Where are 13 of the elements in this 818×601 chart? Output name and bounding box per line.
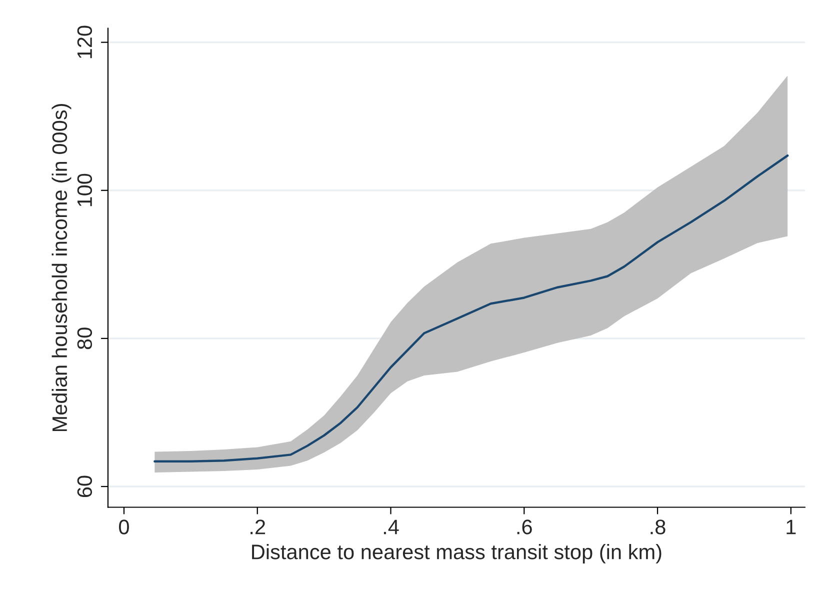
y-tick-label: 100 [77, 174, 92, 206]
x-tick-label: 0 [119, 520, 129, 534]
x-tick-label: .6 [517, 520, 532, 534]
x-tick-label: .4 [384, 520, 399, 534]
y-tick-label: 120 [77, 26, 92, 58]
y-tick-label: 60 [77, 476, 92, 498]
x-tick-label: .8 [650, 520, 666, 534]
x-axis-title: Distance to nearest mass transit stop (in km) [252, 544, 662, 564]
y-axis-title: Median household income (in 000s) [52, 104, 72, 432]
line-series [154, 154, 789, 462]
y-tick-label: 80 [77, 328, 92, 350]
x-tick-label: 1 [786, 520, 796, 534]
x-tick-label: .2 [250, 520, 266, 534]
